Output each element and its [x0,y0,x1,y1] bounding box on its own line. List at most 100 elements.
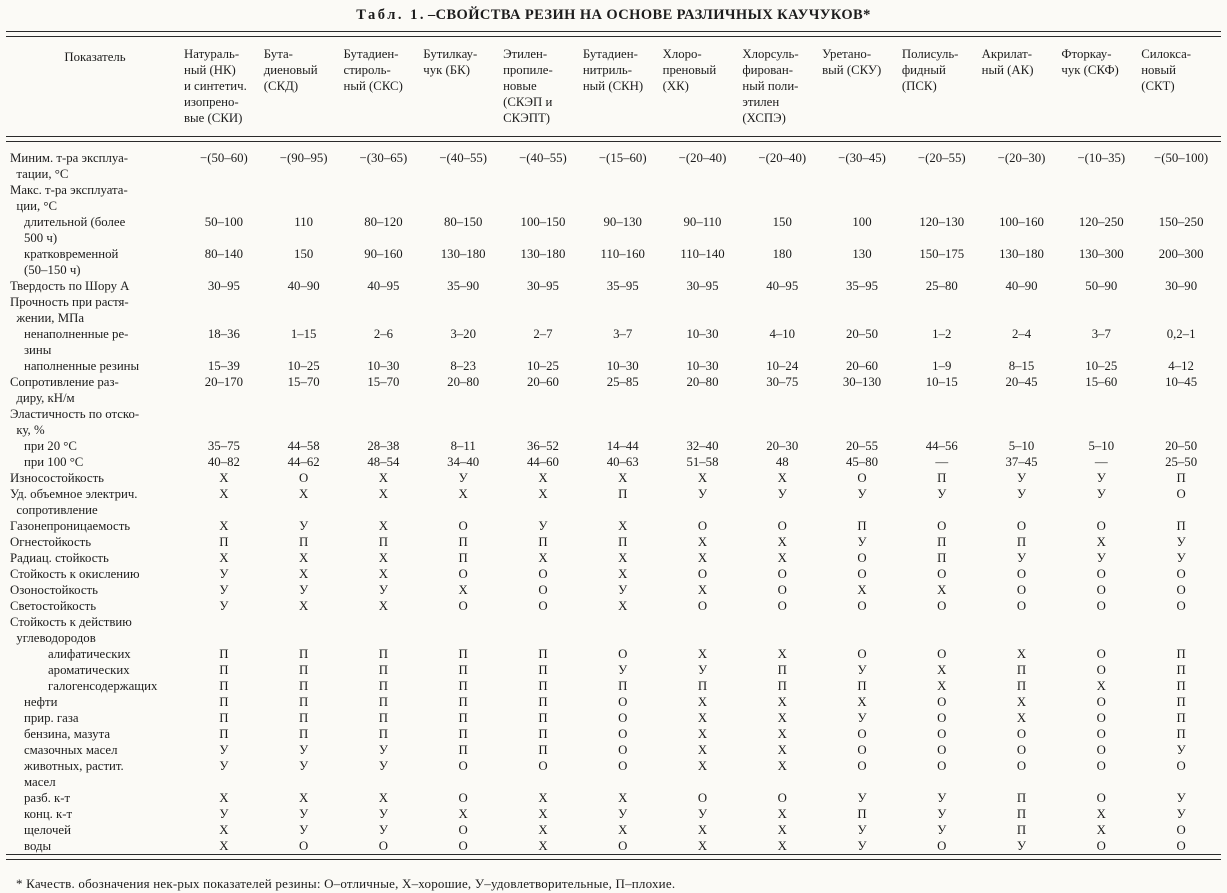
cell-value: 0,2–1 [1166,327,1196,341]
cell-value: О [618,647,628,661]
row-label: ароматических [48,663,130,677]
cell-value: П [1176,711,1186,725]
cell-value: 44–62 [287,455,320,469]
row-label: кратковременной (50–150 ч) [24,247,119,277]
cell-value: У [1017,839,1027,853]
cell-value: П [299,711,309,725]
table-row: Твердость по Шору А 30–95 40–90 40–95 35–90 3… [6,278,1221,294]
cell-value: П [1176,727,1186,741]
cell-value: 40–95 [766,279,799,293]
cell-value: 40–90 [1005,279,1038,293]
cell-value: 8–11 [450,439,476,453]
cell-value [503,406,583,438]
cell-value: О [857,759,867,773]
cell-value: П [1176,647,1186,661]
cell-value: У [857,487,867,501]
cell-value: −(20–40) [678,151,727,165]
row-label: Озоностойкость [10,583,98,597]
cell-value: 36–52 [526,439,559,453]
cell-value: 5–10 [1088,439,1115,453]
cell-value [902,406,982,438]
cell-value: П [378,535,389,549]
cell-value: П [538,711,548,725]
column-header: Хлоро- преновый (ХК) [662,47,717,93]
cell-value: У [937,823,947,837]
cell-value: Х [538,791,548,805]
cell-value: У [1096,487,1106,501]
cell-value: 130–180 [440,247,486,261]
cell-value: Х [697,839,708,853]
table-number: Табл. 1. [356,7,426,23]
cell-value: П [1176,679,1186,693]
cell-value: П [458,663,468,677]
cell-value: О [937,743,947,757]
table-row: Светостойкость У Х Х О О Х О О О О О О О [6,598,1221,614]
cell-value: О [937,647,947,661]
cell-value [982,406,1062,438]
cell-value: Х [299,551,309,565]
cell-value: 40–82 [207,455,240,469]
cell-value: Х [378,519,389,533]
cell-value: О [299,471,309,485]
cell-value: −(20–55) [917,151,966,165]
cell-value: О [458,519,468,533]
cell-value: У [857,823,867,837]
cell-value: 30–95 [207,279,240,293]
row-label: Светостойкость [10,599,97,613]
cell-value [742,614,822,646]
cell-value: Х [777,839,787,853]
cell-value: −(30–65) [359,151,408,165]
cell-value [1141,294,1221,326]
cell-value: У [1017,471,1027,485]
cell-value: У [697,663,707,677]
cell-value: П [538,647,548,661]
cell-value: 100–150 [520,215,566,229]
row-label: Прочность при растя- жении, МПа [10,295,129,325]
row-label: при 20 °С [24,439,77,453]
cell-value: П [219,695,229,709]
table-row: воды Х О О О Х О Х Х У О У О О [6,838,1221,854]
cell-value: У [1017,551,1027,565]
cell-value: 45–80 [846,455,878,469]
cell-value: −(40–55) [439,151,488,165]
table-row: бензина, мазута П П П П П О Х Х О О О О П [6,726,1221,742]
column-header: Хлорсуль- фирован- ный поли- этилен (ХСП… [742,47,799,125]
cell-value: 30–130 [842,375,882,389]
cell-value [822,406,902,438]
cell-value: Х [618,567,628,581]
table-head: Показатель Натураль- ный (НК) и синтетич… [6,37,1221,142]
cell-value: О [857,567,867,581]
column-header: Полисуль- фидный (ПСК) [901,47,959,93]
cell-value: Х [458,487,468,501]
cell-value: −(50–60) [200,151,248,165]
cell-value: О [1096,695,1106,709]
column-header: Бутадиен- нитриль- ный (СКН) [582,47,644,93]
cell-value: О [538,567,548,581]
row-label: Миним. т-ра эксплуа- тации, °С [10,151,129,181]
cell-value [264,406,344,438]
cell-value: Х [618,823,628,837]
cell-value: 44–58 [287,439,320,453]
header-row: Показатель Натураль- ный (НК) и синтетич… [6,37,1221,137]
cell-value: 28–38 [367,439,400,453]
cell-value: — [935,455,949,469]
table-row: ароматических П П П П П У У П У Х П О П [6,662,1221,678]
cell-value: П [299,535,309,549]
cell-value: Х [937,583,947,597]
cell-value: П [219,647,229,661]
column-header: Уретано- вый (СКУ) [822,47,882,77]
cell-value: У [219,759,229,773]
cell-value [822,614,902,646]
cell-value: Х [697,583,708,597]
cell-value: У [937,807,947,821]
cell-value: П [458,711,468,725]
column-header: Бута- диеновый (СКД) [263,47,318,93]
table-row: Газонепроницаемость Х У Х О У Х О О П О О О П [6,518,1221,534]
row-label: ненаполненные ре- зины [24,327,129,357]
cell-value: 120–130 [919,215,965,229]
cell-value: 1–15 [290,327,317,341]
cell-value: −(50–100) [1154,151,1209,165]
cell-value: −(40–55) [519,151,567,165]
cell-value: 20–30 [766,439,799,453]
cell-value: 30–90 [1165,279,1198,293]
